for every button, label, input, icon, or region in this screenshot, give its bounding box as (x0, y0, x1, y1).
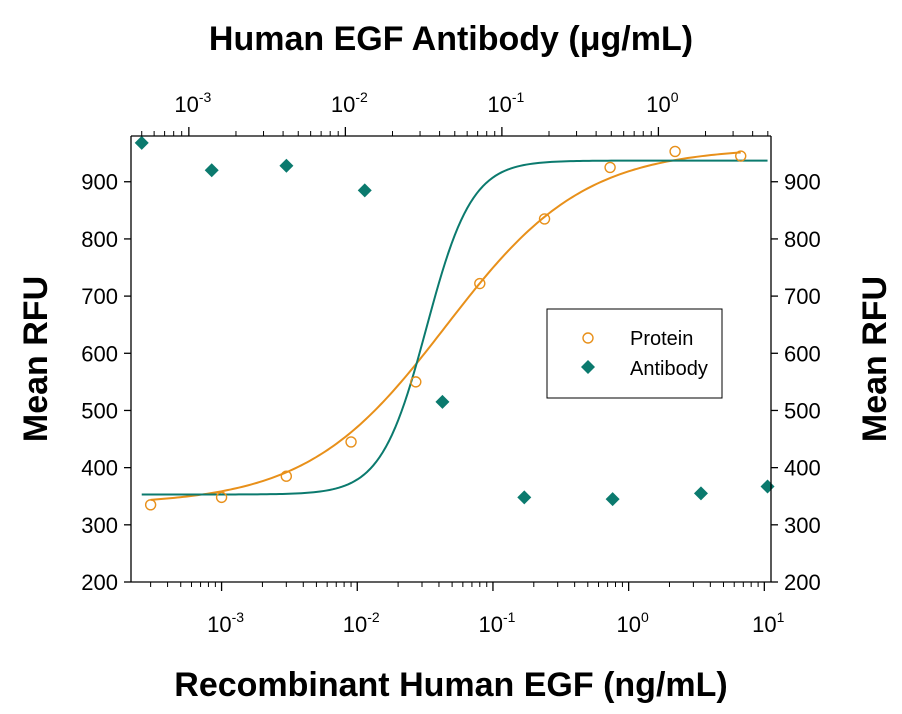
legend-box (546, 308, 723, 399)
point-antibody (605, 492, 620, 507)
legend-protein-label: Protein (630, 328, 693, 350)
x-tick-label: 101 (752, 609, 784, 637)
point-antibody (435, 394, 450, 409)
x-top-tick-label: 100 (646, 89, 678, 117)
point-antibody (204, 163, 219, 178)
y-tick-label-left: 600 (81, 341, 118, 366)
legend-antibody-marker (581, 360, 595, 374)
x-top-tick-label: 10-1 (487, 89, 524, 117)
y-tick-label-left: 200 (81, 570, 118, 595)
point-protein (144, 499, 157, 511)
y-tick-label-right: 600 (784, 341, 821, 366)
point-antibody (134, 135, 149, 150)
point-antibody (517, 490, 532, 505)
x-tick-label: 10-1 (478, 609, 515, 637)
point-protein (280, 470, 293, 482)
legend-protein-marker (582, 332, 594, 344)
y-tick-label-left: 900 (81, 170, 118, 195)
y-tick-label-left: 400 (81, 456, 118, 481)
y-tick-label-right: 500 (784, 398, 821, 423)
point-protein (215, 491, 228, 504)
x-top-tick-label: 10-2 (331, 89, 368, 117)
y-tick-label-right: 800 (784, 227, 821, 252)
point-protein (735, 150, 747, 162)
y-tick-label-right: 700 (784, 284, 821, 309)
axes (130, 135, 772, 583)
x-axis-title: Recombinant Human EGF (ng/mL) (174, 666, 727, 704)
ticks: 200 200 300 300 400 400 500 500 600 600 700 700 800 8… (81, 89, 820, 637)
fit-curve-antibody (141, 159, 768, 496)
fit-curve-protein (150, 151, 741, 501)
x-top-tick-label: 10-3 (174, 89, 211, 117)
point-protein (604, 161, 616, 174)
y-axis-title-left: Mean RFU (17, 276, 55, 442)
x-tick-label: 100 (616, 609, 648, 637)
y-tick-label-left: 500 (81, 398, 118, 423)
point-antibody (760, 479, 775, 494)
top-axis-title: Human EGF Antibody (μg/mL) (209, 20, 693, 58)
y-tick-label-left: 300 (81, 513, 118, 538)
point-antibody (693, 486, 708, 501)
point-protein (538, 213, 551, 225)
y-tick-label-left: 700 (81, 284, 118, 309)
y-tick-label-right: 200 (784, 570, 821, 595)
x-tick-label: 10-3 (207, 609, 244, 637)
point-antibody (279, 158, 294, 173)
x-tick-label: 10-2 (343, 609, 380, 637)
y-tick-label-right: 900 (784, 170, 821, 195)
y-tick-label-right: 300 (784, 513, 821, 538)
point-antibody (357, 183, 372, 198)
legend: Protein Antibody (546, 308, 723, 399)
point-protein (474, 277, 486, 290)
point-protein (410, 376, 422, 388)
legend-antibody-label: Antibody (630, 358, 708, 380)
fit-curves (141, 151, 768, 501)
y-tick-label-right: 400 (784, 456, 821, 481)
y-tick-label-left: 800 (81, 227, 118, 252)
point-protein (669, 145, 681, 158)
y-axis-title-right: Mean RFU (856, 276, 894, 442)
point-protein (345, 436, 357, 448)
